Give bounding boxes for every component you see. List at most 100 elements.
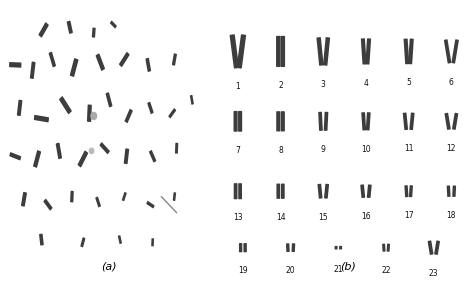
- Circle shape: [91, 112, 97, 120]
- FancyBboxPatch shape: [80, 237, 85, 247]
- FancyBboxPatch shape: [30, 61, 36, 79]
- FancyBboxPatch shape: [56, 143, 62, 159]
- FancyBboxPatch shape: [147, 102, 154, 114]
- FancyBboxPatch shape: [408, 39, 414, 64]
- Text: 2: 2: [278, 81, 283, 90]
- FancyBboxPatch shape: [318, 184, 322, 199]
- FancyBboxPatch shape: [146, 201, 155, 208]
- FancyBboxPatch shape: [33, 150, 41, 168]
- FancyBboxPatch shape: [190, 95, 194, 105]
- Text: 1: 1: [236, 82, 240, 91]
- Text: 13: 13: [233, 213, 243, 223]
- Text: 6: 6: [449, 78, 454, 87]
- FancyBboxPatch shape: [239, 243, 242, 252]
- FancyBboxPatch shape: [70, 58, 79, 77]
- FancyBboxPatch shape: [339, 246, 342, 249]
- FancyBboxPatch shape: [447, 185, 451, 197]
- FancyBboxPatch shape: [9, 152, 21, 160]
- FancyBboxPatch shape: [452, 185, 456, 197]
- FancyBboxPatch shape: [276, 36, 281, 67]
- FancyBboxPatch shape: [110, 21, 117, 29]
- FancyBboxPatch shape: [323, 37, 330, 66]
- FancyBboxPatch shape: [124, 148, 129, 164]
- Text: 15: 15: [319, 213, 328, 222]
- Text: 5: 5: [406, 78, 411, 87]
- FancyBboxPatch shape: [292, 243, 295, 252]
- FancyBboxPatch shape: [317, 37, 324, 66]
- FancyBboxPatch shape: [78, 150, 88, 167]
- FancyBboxPatch shape: [445, 113, 451, 130]
- FancyBboxPatch shape: [238, 111, 242, 132]
- Circle shape: [90, 148, 94, 154]
- FancyBboxPatch shape: [366, 112, 371, 130]
- FancyBboxPatch shape: [286, 243, 290, 252]
- FancyBboxPatch shape: [38, 22, 49, 37]
- FancyBboxPatch shape: [175, 143, 178, 154]
- FancyBboxPatch shape: [367, 184, 372, 198]
- FancyBboxPatch shape: [444, 39, 451, 63]
- FancyBboxPatch shape: [365, 38, 371, 65]
- FancyBboxPatch shape: [234, 183, 237, 199]
- FancyBboxPatch shape: [387, 244, 390, 252]
- FancyBboxPatch shape: [238, 183, 242, 199]
- Text: 14: 14: [276, 213, 285, 222]
- FancyBboxPatch shape: [281, 184, 285, 199]
- FancyBboxPatch shape: [452, 113, 458, 130]
- FancyBboxPatch shape: [44, 199, 53, 210]
- Text: 19: 19: [238, 267, 248, 275]
- FancyBboxPatch shape: [96, 53, 105, 71]
- Text: 16: 16: [361, 212, 371, 221]
- FancyBboxPatch shape: [409, 112, 415, 130]
- FancyBboxPatch shape: [95, 196, 101, 207]
- FancyBboxPatch shape: [92, 27, 96, 38]
- FancyBboxPatch shape: [9, 62, 21, 68]
- Text: 20: 20: [286, 266, 295, 275]
- FancyBboxPatch shape: [451, 39, 459, 63]
- FancyBboxPatch shape: [146, 58, 151, 72]
- Text: 18: 18: [447, 211, 456, 220]
- FancyBboxPatch shape: [67, 21, 73, 34]
- FancyBboxPatch shape: [100, 142, 110, 154]
- FancyBboxPatch shape: [229, 34, 239, 69]
- FancyBboxPatch shape: [361, 38, 366, 65]
- FancyBboxPatch shape: [17, 100, 22, 116]
- FancyBboxPatch shape: [173, 192, 176, 201]
- FancyBboxPatch shape: [335, 246, 337, 249]
- FancyBboxPatch shape: [324, 112, 328, 131]
- Text: 4: 4: [364, 79, 368, 88]
- Text: 9: 9: [321, 145, 326, 154]
- FancyBboxPatch shape: [122, 192, 127, 201]
- FancyBboxPatch shape: [119, 52, 129, 67]
- FancyBboxPatch shape: [70, 191, 74, 202]
- FancyBboxPatch shape: [39, 234, 44, 246]
- Text: 7: 7: [236, 146, 240, 155]
- FancyBboxPatch shape: [434, 241, 440, 255]
- Text: 17: 17: [404, 211, 413, 221]
- FancyBboxPatch shape: [149, 150, 156, 162]
- FancyBboxPatch shape: [21, 192, 27, 207]
- Text: 8: 8: [278, 146, 283, 154]
- FancyBboxPatch shape: [281, 36, 285, 67]
- FancyBboxPatch shape: [244, 243, 247, 252]
- FancyBboxPatch shape: [276, 184, 280, 199]
- FancyBboxPatch shape: [151, 238, 154, 246]
- FancyBboxPatch shape: [59, 96, 72, 114]
- Text: 3: 3: [321, 80, 326, 89]
- FancyBboxPatch shape: [168, 108, 176, 118]
- Text: 22: 22: [381, 266, 391, 275]
- FancyBboxPatch shape: [172, 53, 177, 66]
- FancyBboxPatch shape: [318, 112, 323, 131]
- Text: (b): (b): [340, 262, 356, 272]
- FancyBboxPatch shape: [281, 111, 285, 132]
- FancyBboxPatch shape: [106, 92, 112, 108]
- FancyBboxPatch shape: [87, 104, 92, 122]
- FancyBboxPatch shape: [403, 112, 408, 130]
- FancyBboxPatch shape: [360, 184, 365, 198]
- FancyBboxPatch shape: [382, 244, 385, 252]
- Text: 23: 23: [429, 269, 438, 278]
- Text: 10: 10: [361, 145, 371, 154]
- FancyBboxPatch shape: [324, 184, 329, 199]
- FancyBboxPatch shape: [404, 185, 409, 197]
- Text: 12: 12: [447, 144, 456, 153]
- FancyBboxPatch shape: [237, 34, 246, 69]
